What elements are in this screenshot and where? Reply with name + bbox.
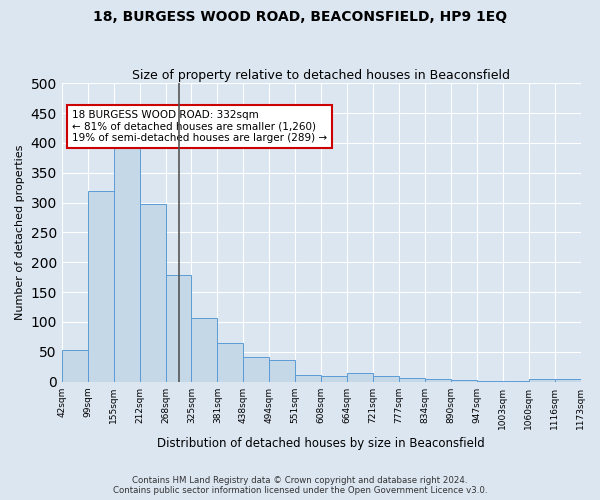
Bar	[477, 381, 503, 382]
Bar	[244, 356, 269, 382]
Bar	[425, 380, 451, 382]
Bar	[347, 374, 373, 382]
Y-axis label: Number of detached properties: Number of detached properties	[15, 144, 25, 320]
Bar	[217, 343, 244, 382]
Bar	[321, 376, 347, 382]
Bar	[373, 376, 399, 382]
Bar	[62, 350, 88, 382]
Title: Size of property relative to detached houses in Beaconsfield: Size of property relative to detached ho…	[132, 69, 510, 82]
Bar	[191, 318, 217, 382]
Text: 18, BURGESS WOOD ROAD, BEACONSFIELD, HP9 1EQ: 18, BURGESS WOOD ROAD, BEACONSFIELD, HP9…	[93, 10, 507, 24]
Bar	[451, 380, 477, 382]
Text: 18 BURGESS WOOD ROAD: 332sqm
← 81% of detached houses are smaller (1,260)
19% of: 18 BURGESS WOOD ROAD: 332sqm ← 81% of de…	[72, 110, 327, 143]
Bar	[140, 204, 166, 382]
Bar	[529, 378, 554, 382]
Text: Contains HM Land Registry data © Crown copyright and database right 2024.
Contai: Contains HM Land Registry data © Crown c…	[113, 476, 487, 495]
Bar	[269, 360, 295, 382]
Bar	[88, 190, 113, 382]
Bar	[399, 378, 425, 382]
Bar	[295, 374, 321, 382]
Bar	[166, 276, 191, 382]
Bar	[503, 381, 529, 382]
Bar	[113, 143, 140, 382]
Bar	[554, 380, 581, 382]
X-axis label: Distribution of detached houses by size in Beaconsfield: Distribution of detached houses by size …	[157, 437, 485, 450]
